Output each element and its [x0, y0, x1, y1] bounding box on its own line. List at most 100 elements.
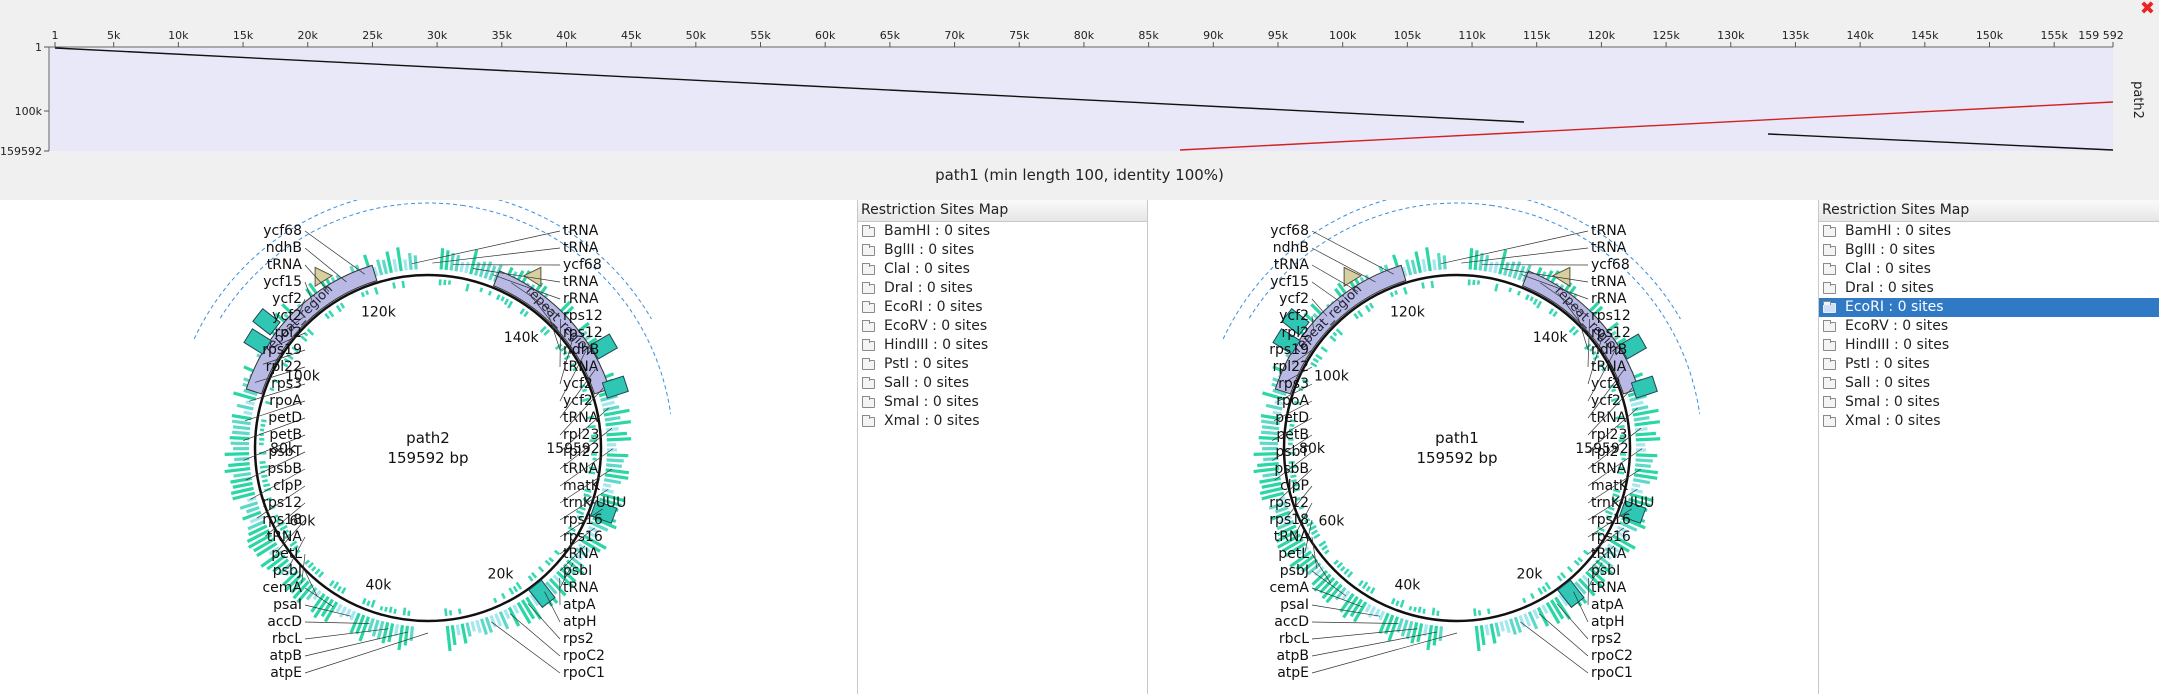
feature-mark[interactable]: [1369, 587, 1376, 595]
gene-label[interactable]: matK: [1591, 478, 1629, 494]
feature-mark[interactable]: [1421, 282, 1425, 289]
feature-mark[interactable]: [384, 606, 388, 612]
feature-mark[interactable]: [1442, 255, 1447, 270]
restriction-site-item[interactable]: SalI : 0 sites: [858, 374, 1147, 393]
feature-mark[interactable]: [556, 570, 575, 589]
feature-mark[interactable]: [1320, 346, 1328, 353]
feature-mark[interactable]: [460, 623, 468, 644]
feature-mark[interactable]: [1545, 601, 1561, 625]
feature-mark[interactable]: [1476, 280, 1481, 285]
feature-mark[interactable]: [310, 566, 317, 572]
gene-label[interactable]: psbB: [1274, 461, 1309, 477]
circular-view-path1[interactable]: repeat_region repeat_region 120k 140k 159592…: [1148, 200, 1818, 694]
restriction-site-item[interactable]: ClaI : 0 sites: [858, 260, 1147, 279]
gene-label[interactable]: psbJ: [1280, 563, 1309, 579]
feature-mark[interactable]: [1425, 247, 1432, 272]
gene-label[interactable]: clpP: [273, 478, 302, 494]
feature-mark[interactable]: [1396, 617, 1404, 633]
feature-mark[interactable]: [500, 592, 506, 600]
feature-mark[interactable]: [1410, 259, 1418, 275]
feature-mark[interactable]: [253, 537, 275, 553]
feature-mark[interactable]: [1285, 542, 1307, 558]
feature-mark[interactable]: [232, 491, 256, 501]
feature-mark[interactable]: [1430, 280, 1435, 289]
feature-mark[interactable]: [1298, 505, 1305, 510]
feature-mark[interactable]: [1606, 543, 1620, 553]
feature-mark[interactable]: [1591, 350, 1597, 356]
feature-mark[interactable]: [1416, 623, 1424, 643]
feature-mark[interactable]: [507, 300, 514, 309]
feature-mark[interactable]: [367, 617, 375, 633]
feature-mark[interactable]: [588, 466, 596, 470]
feature-mark[interactable]: [360, 291, 365, 298]
feature-mark[interactable]: [576, 515, 583, 520]
feature-mark[interactable]: [261, 419, 267, 423]
feature-mark[interactable]: [587, 525, 600, 534]
feature-mark[interactable]: [233, 471, 252, 478]
feature-mark[interactable]: [349, 610, 357, 621]
feature-mark[interactable]: [1343, 568, 1350, 575]
feature-mark[interactable]: [455, 624, 461, 636]
feature-mark[interactable]: [1313, 573, 1332, 592]
feature-mark[interactable]: [1521, 264, 1532, 283]
feature-mark[interactable]: [1582, 549, 1590, 556]
gene-label[interactable]: ycf68: [263, 223, 302, 239]
repeat-region-arrow[interactable]: [1521, 270, 1640, 395]
feature-mark[interactable]: [1265, 403, 1283, 411]
feature-mark[interactable]: [300, 335, 308, 343]
feature-mark[interactable]: [231, 413, 252, 421]
feature-mark[interactable]: [281, 361, 289, 368]
gene-label[interactable]: psbT: [268, 444, 302, 460]
feature-mark[interactable]: [586, 415, 595, 420]
feature-mark[interactable]: [1404, 259, 1413, 276]
feature-mark[interactable]: [1522, 597, 1527, 604]
feature-mark[interactable]: [1312, 357, 1319, 364]
feature-mark[interactable]: [1271, 510, 1291, 521]
feature-mark[interactable]: [1276, 524, 1297, 537]
feature-mark[interactable]: [1612, 534, 1636, 550]
feature-mark[interactable]: [243, 410, 253, 416]
feature-mark[interactable]: [604, 415, 621, 422]
gene-label[interactable]: rps2: [1591, 631, 1622, 647]
gene-arrow[interactable]: [522, 262, 549, 288]
feature-mark[interactable]: [246, 528, 270, 543]
feature-mark[interactable]: [314, 568, 321, 575]
feature-mark[interactable]: [1527, 611, 1539, 630]
feature-mark[interactable]: [537, 565, 545, 573]
gene-label[interactable]: rpoA: [269, 393, 302, 409]
feature-mark[interactable]: [544, 559, 551, 566]
feature-mark[interactable]: [259, 460, 266, 465]
feature-mark[interactable]: [1332, 331, 1338, 337]
feature-mark[interactable]: [365, 290, 370, 296]
feature-mark[interactable]: [239, 501, 259, 510]
gene-label[interactable]: atpE: [270, 665, 302, 681]
feature-mark[interactable]: [292, 580, 310, 600]
restriction-site-item[interactable]: HindIII : 0 sites: [858, 336, 1147, 355]
feature-mark[interactable]: [600, 492, 625, 503]
feature-mark[interactable]: [306, 328, 315, 336]
feature-mark[interactable]: [246, 496, 257, 503]
feature-mark[interactable]: [1432, 259, 1437, 271]
feature-mark[interactable]: [1275, 496, 1286, 503]
gene-arrow[interactable]: [1281, 308, 1310, 336]
feature-mark[interactable]: [602, 483, 612, 488]
gene-label[interactable]: rpoC1: [1591, 665, 1633, 681]
feature-mark[interactable]: [1260, 419, 1280, 426]
feature-mark[interactable]: [1488, 261, 1494, 273]
gene-label[interactable]: petB: [269, 427, 302, 443]
feature-mark[interactable]: [1288, 460, 1295, 465]
gene-label[interactable]: atpH: [1591, 614, 1624, 630]
gene-label[interactable]: rpl23: [1591, 427, 1627, 443]
feature-mark[interactable]: [1629, 394, 1648, 403]
gene-arrow[interactable]: [243, 328, 272, 355]
gene-label[interactable]: tRNA: [563, 461, 599, 477]
feature-mark[interactable]: [548, 556, 555, 563]
gene-arrow[interactable]: [601, 375, 629, 399]
feature-mark[interactable]: [335, 603, 343, 613]
feature-mark[interactable]: [1413, 606, 1417, 612]
gene-label[interactable]: ycf68: [1591, 257, 1630, 273]
feature-mark[interactable]: [515, 581, 523, 590]
feature-mark[interactable]: [332, 581, 340, 590]
gene-label[interactable]: tRNA: [563, 580, 599, 596]
feature-mark[interactable]: [1568, 325, 1576, 334]
